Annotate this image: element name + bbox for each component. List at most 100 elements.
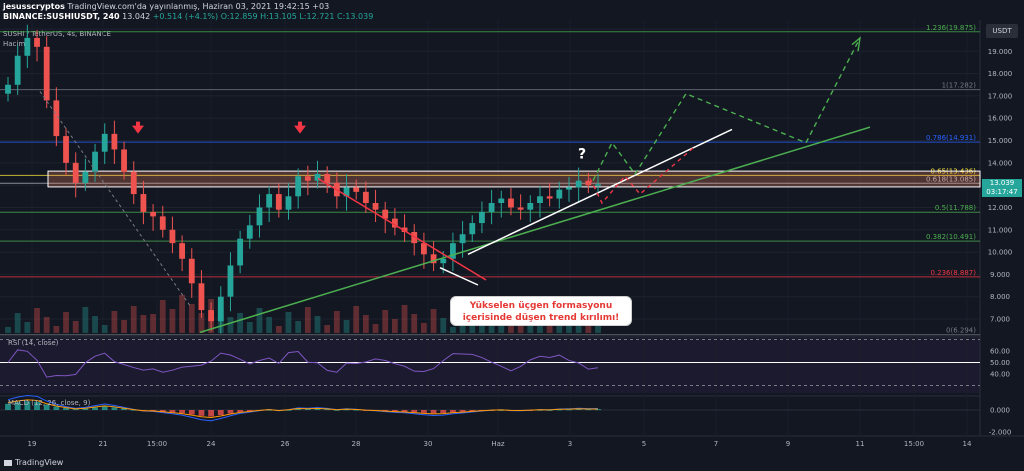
volume-bar [314,316,321,333]
candle-body [362,191,369,203]
series-label: SUSHI / TetherUS, 4s, BINANCE [3,30,111,38]
currency-badge: USDT [986,24,1018,38]
macd-histogram-bar [440,410,447,414]
macd-histogram-bar [575,408,582,410]
candle-body [34,37,40,47]
volume-bar [421,323,427,333]
x-tick-label: 26 [281,440,290,448]
volume-bar [92,316,98,333]
candle-body [53,100,60,137]
volume-bar [82,307,89,333]
candle-body [537,196,543,203]
candle-body [92,151,98,172]
volume-bar [498,326,505,333]
macd-histogram-bar [353,409,360,411]
macd-histogram-bar [295,408,302,410]
y-tick-label: 9.000 [990,271,1010,279]
down-arrow-icon [294,121,306,134]
candle-body [227,265,234,297]
candle-body [198,283,205,311]
candle-body [440,258,447,264]
rsi-line [7,349,599,378]
x-tick-label: 21 [99,440,108,448]
macd-histogram-bar [14,402,21,410]
y-tick-label: 16.000 [988,115,1013,123]
candle-body [82,171,89,183]
macd-histogram-bar [537,409,543,411]
volume-bar [430,309,437,333]
volume-bar [34,308,40,333]
macd-histogram-bar [217,410,224,416]
candle-body [324,174,331,183]
x-tick-label: 5 [642,440,646,448]
macd-histogram-bar [469,410,476,412]
volume-bar [333,311,340,333]
macd-histogram-bar [72,409,79,411]
macd-histogram-bar [324,409,331,411]
y-tick-label: 19.000 [988,48,1013,56]
volume-bar [5,327,11,333]
candle-body [121,149,127,172]
volume-bar [382,310,389,333]
annotation-callout: Yükselen üçgen formasyonu içerisinde düş… [450,296,632,326]
y-tick-label: 15.000 [988,137,1013,145]
macd-histogram-bar [401,410,408,412]
fib-level-label: 0.236(8.887) [930,269,976,277]
last-price-value: 13.039 [989,179,1015,187]
rsi-tick-label: 60.00 [990,348,1010,356]
volume-bar [411,314,418,333]
volume-label: Hacim [3,40,26,48]
macd-histogram-bar [266,409,273,411]
volume-bar [159,300,166,333]
candle-body [159,216,166,230]
candle-body [63,136,69,163]
volume-bar [324,325,331,333]
volume-bar [391,319,398,333]
candle-body [266,194,273,208]
tradingview-brand[interactable]: TradingView [4,458,63,467]
volume-bar [275,326,282,333]
x-tick-label: 28 [352,440,361,448]
volume-bar [440,318,447,333]
down-arrow-icon [132,121,144,134]
candle-body [488,203,495,212]
volume-bar [111,311,118,333]
macd-histogram-bar [169,410,176,413]
candle-body [314,174,321,181]
y-tick-label: 18.000 [988,70,1013,78]
macd-histogram-bar [63,407,69,410]
last-price-tag: 13.039 03:17:47 [982,179,1022,197]
fib-level-label: 0.5(11.788) [935,204,976,212]
fib-level-label: 0.786(14.931) [926,134,976,142]
macd-histogram-bar [382,410,389,411]
macd-histogram-bar [130,409,137,411]
macd-histogram-bar [391,410,398,412]
resistance-zone [47,170,981,188]
x-tick-label: 14 [963,440,972,448]
volume-bar [517,321,524,333]
macd-histogram-bar [179,410,185,414]
volume-bar [179,295,185,333]
x-tick-label: 30 [424,440,433,448]
candle-body [401,227,408,232]
macd-histogram-bar [34,401,40,410]
projection-arrow-icon [851,36,861,52]
candle-body [24,37,31,56]
fib-level-label: 1(17.282) [942,82,977,90]
callout-line-2: içerisinde düşen trend kırılımı! [462,313,620,323]
brand-name: TradingView [15,458,64,467]
candle-body [72,162,79,183]
volume-bar [566,320,572,333]
y-tick-label: 14.000 [988,159,1013,167]
macd-histogram-bar [227,410,234,414]
question-mark: ? [578,146,586,162]
macd-histogram-bar [111,407,118,410]
candle-body [246,225,253,239]
x-tick-label: 9 [786,440,790,448]
macd-histogram-bar [556,409,563,411]
volume-bar [595,324,601,333]
macd-tick-label: 0.000 [990,407,1010,415]
volume-bar [63,312,69,333]
volume-bar [546,325,553,333]
